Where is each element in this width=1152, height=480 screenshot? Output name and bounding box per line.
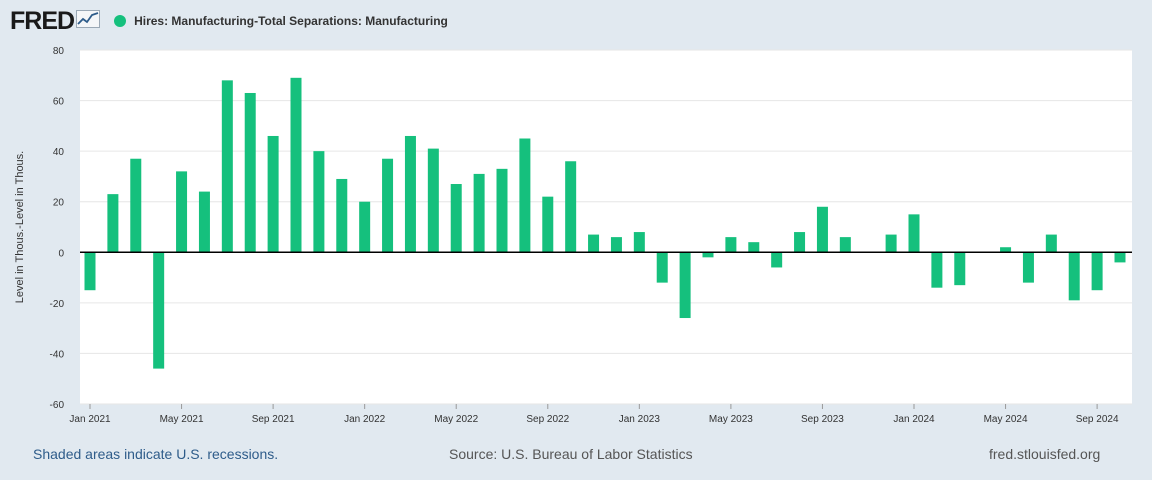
bar-2023-12[interactable] [885, 234, 897, 253]
bar-2024-01[interactable] [908, 214, 920, 253]
bar-2024-05[interactable] [1000, 247, 1012, 253]
x-tick-label: Jan 2022 [344, 414, 386, 425]
bar-2022-09[interactable] [542, 196, 554, 253]
y-axis-label: Level in Thous.-Level in Thous. [14, 151, 26, 303]
bar-2021-01[interactable] [84, 252, 96, 291]
bar-2023-07[interactable] [771, 252, 783, 268]
x-tick-label: Jan 2024 [893, 414, 935, 425]
bar-2021-09[interactable] [267, 135, 279, 253]
x-axis: Jan 2021 May 2021 Sep 2021 Jan 2022 May 2022… [69, 404, 1119, 425]
y-tick-label: 0 [58, 248, 64, 259]
x-tick-label: Sep 2022 [526, 414, 569, 425]
site-link[interactable]: fred.stlouisfed.org [989, 446, 1101, 462]
y-tick-label: 60 [53, 97, 65, 108]
y-axis: 80 60 40 20 0 -20 -40 -60 [50, 46, 65, 411]
bar-2024-03[interactable] [954, 252, 966, 286]
bar-2021-05[interactable] [176, 171, 188, 253]
legend-swatch [114, 15, 127, 27]
bar-2024-08[interactable] [1068, 252, 1080, 301]
bar-2022-12[interactable] [610, 237, 622, 253]
y-tick-label: -40 [50, 349, 65, 360]
bar-2021-02[interactable] [107, 194, 119, 253]
x-tick-label: May 2024 [984, 414, 1028, 425]
bar-2021-08[interactable] [244, 92, 256, 253]
y-tick-label: 80 [53, 46, 65, 57]
bar-2024-09[interactable] [1091, 252, 1103, 291]
bar-2023-04[interactable] [702, 252, 714, 258]
bar-2023-06[interactable] [748, 242, 760, 253]
y-tick-label: -60 [50, 400, 65, 411]
bar-2023-02[interactable] [656, 252, 668, 283]
line-chart-icon [76, 9, 101, 33]
bar-2021-12[interactable] [336, 178, 348, 253]
plot-area [80, 50, 1132, 404]
bar-2023-08[interactable] [794, 232, 806, 253]
bar-2022-06[interactable] [473, 173, 485, 253]
bar-2022-04[interactable] [427, 148, 439, 253]
bar-2022-01[interactable] [359, 201, 371, 253]
bar-2022-02[interactable] [382, 158, 394, 253]
bar-2021-04[interactable] [153, 252, 165, 369]
chart-svg: 80 60 40 20 0 -20 -40 -60 Jan 2021 May 2021 Sep 2… [14, 46, 1132, 425]
bar-2021-03[interactable] [130, 158, 142, 253]
bar-2022-05[interactable] [450, 184, 462, 253]
bar-2023-03[interactable] [679, 252, 691, 319]
x-tick-label: May 2023 [709, 414, 753, 425]
x-tick-label: Jan 2023 [619, 414, 661, 425]
bar-2023-01[interactable] [633, 232, 645, 253]
bar-2023-10[interactable] [839, 237, 851, 253]
bar-2024-02[interactable] [931, 252, 943, 288]
y-tick-label: 20 [53, 198, 65, 209]
bar-2023-09[interactable] [816, 206, 828, 253]
bar-2023-05[interactable] [725, 237, 737, 253]
bar-2024-06[interactable] [1022, 252, 1034, 283]
x-tick-label: Sep 2023 [801, 414, 844, 425]
recession-note[interactable]: Shaded areas indicate U.S. recessions. [33, 446, 279, 462]
bars [84, 77, 1126, 369]
bar-2021-11[interactable] [313, 151, 325, 253]
y-tick-label: 40 [53, 147, 65, 158]
bar-2022-07[interactable] [496, 168, 508, 253]
bar-2022-11[interactable] [588, 234, 600, 253]
fred-logo[interactable]: FRED [10, 6, 75, 35]
legend-label: Hires: Manufacturing-Total Separations: … [134, 14, 448, 28]
bar-2024-07[interactable] [1045, 234, 1057, 253]
bar-2022-03[interactable] [404, 135, 416, 253]
x-tick-label: Jan 2021 [69, 414, 111, 425]
x-tick-label: Sep 2021 [252, 414, 295, 425]
bar-2021-06[interactable] [198, 191, 210, 253]
bar-2021-10[interactable] [290, 77, 302, 253]
bar-2021-07[interactable] [221, 80, 233, 253]
chart-header: FRED Hires: Manufacturing-Total Separati… [10, 6, 448, 36]
bar-2022-08[interactable] [519, 138, 531, 253]
y-tick-label: -20 [50, 299, 65, 310]
x-tick-label: Sep 2024 [1076, 414, 1119, 425]
bar-2022-10[interactable] [565, 161, 577, 253]
bar-2024-10[interactable] [1114, 252, 1126, 263]
x-tick-label: May 2021 [160, 414, 204, 425]
source-note: Source: U.S. Bureau of Labor Statistics [449, 446, 693, 462]
x-tick-label: May 2022 [434, 414, 478, 425]
